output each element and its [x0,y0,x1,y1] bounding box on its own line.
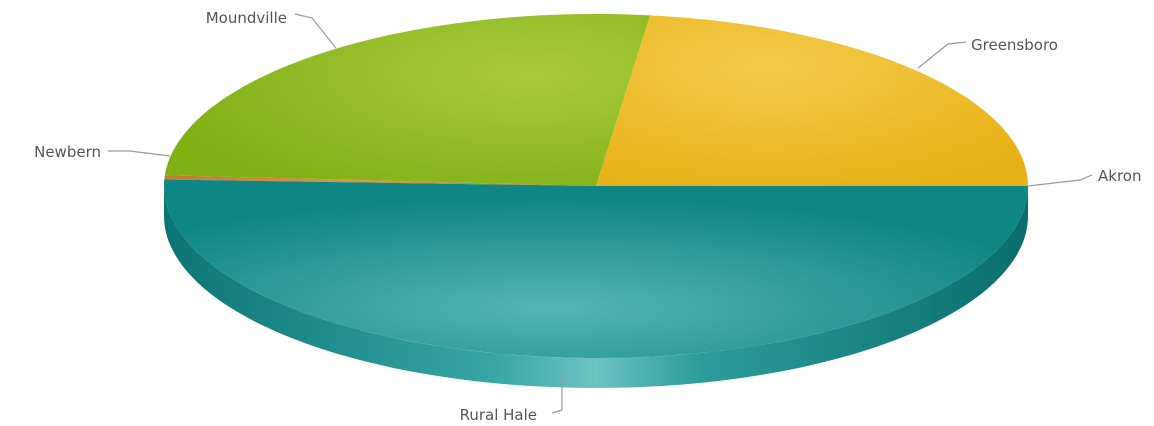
label-greensboro: Greensboro [971,36,1058,54]
leader-line-newbern [108,150,171,157]
leader-line-greensboro [917,41,967,69]
slice-newbern[interactable] [164,175,596,186]
slice-rural-hale[interactable] [164,179,1028,358]
slice-side-rural-hale [164,186,1028,388]
leader-line-rural-hale [551,372,563,414]
slice-greensboro[interactable] [596,15,1028,186]
leader-line-akron [1027,174,1093,187]
leader-line-moundville [294,13,337,49]
label-akron: Akron [1098,167,1141,185]
label-moundville: Moundville [206,9,287,27]
label-rural-hale: Rural Hale [460,406,537,424]
slice-moundville[interactable] [164,13,651,186]
label-newbern: Newbern [34,143,101,161]
